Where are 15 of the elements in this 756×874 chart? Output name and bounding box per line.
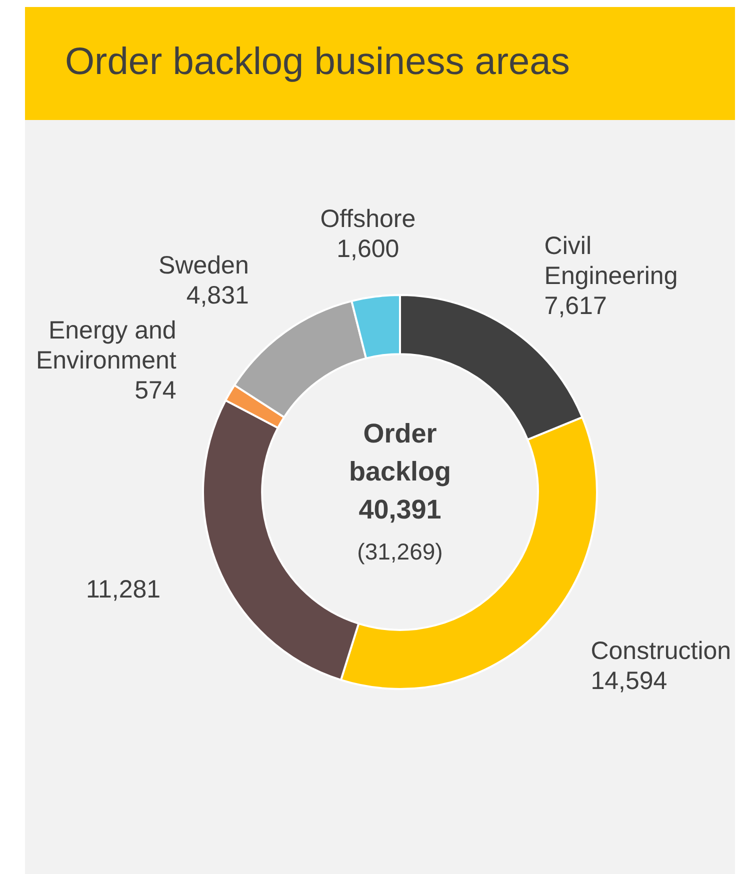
data-label: 4,831 (186, 282, 249, 310)
data-label: 14,594 (590, 667, 668, 696)
slice-label: Construction (590, 637, 732, 666)
text: Order backlog (348, 418, 452, 486)
data-label: 11,281 (86, 576, 161, 604)
data-label: 7,617 (544, 292, 607, 320)
text: 40,391 (358, 494, 442, 524)
chart-title: Order backlog business areas (65, 41, 570, 84)
slice-label: Civil Engineering (544, 232, 678, 290)
slice-label: Energy and Environment (36, 316, 176, 374)
data-label: 574 (134, 376, 176, 404)
slice-label: Sweden (158, 252, 249, 280)
data-label: 1,600 (336, 234, 400, 263)
slice-label: Offshore (320, 204, 416, 233)
text: (31,269) (357, 538, 443, 564)
